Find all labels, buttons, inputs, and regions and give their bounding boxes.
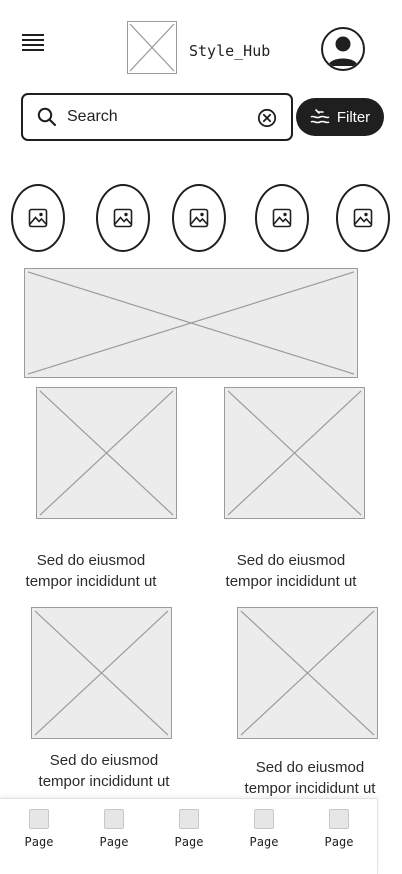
product-caption-line1: Sed do eiusmod bbox=[49, 752, 159, 769]
bottom-navigation: Page Page Page Page Page bbox=[0, 798, 378, 874]
category-item[interactable] bbox=[11, 184, 65, 252]
image-icon bbox=[113, 208, 133, 228]
filter-label: Filter bbox=[336, 108, 371, 126]
product-caption: Sed do eiusmod tempor incididunt ut bbox=[11, 550, 171, 592]
brand-name: Style_Hub bbox=[189, 42, 271, 60]
image-icon bbox=[28, 208, 48, 228]
page-icon bbox=[179, 809, 199, 829]
category-item[interactable] bbox=[336, 184, 390, 252]
image-icon bbox=[189, 208, 209, 228]
product-image[interactable] bbox=[224, 387, 365, 519]
image-icon bbox=[272, 208, 292, 228]
product-image[interactable] bbox=[237, 607, 378, 739]
product-caption: Sed do eiusmod tempor incididunt ut bbox=[211, 550, 371, 592]
search-input[interactable] bbox=[67, 103, 257, 131]
nav-item-label: Page bbox=[324, 835, 354, 849]
filter-button[interactable]: Filter bbox=[296, 98, 384, 136]
product-caption-line2: tempor incididunt ut bbox=[38, 773, 170, 790]
page-icon bbox=[254, 809, 274, 829]
category-item[interactable] bbox=[96, 184, 150, 252]
filter-waves-icon bbox=[310, 109, 330, 124]
nav-item-page-1[interactable]: Page bbox=[14, 809, 64, 849]
nav-item-page-5[interactable]: Page bbox=[314, 809, 364, 849]
nav-item-page-4[interactable]: Page bbox=[239, 809, 289, 849]
category-item[interactable] bbox=[172, 184, 226, 252]
nav-item-label: Page bbox=[174, 835, 204, 849]
user-avatar-icon[interactable] bbox=[321, 27, 365, 71]
category-item[interactable] bbox=[255, 184, 309, 252]
product-image[interactable] bbox=[31, 607, 172, 739]
nav-item-page-2[interactable]: Page bbox=[89, 809, 139, 849]
product-caption-line2: tempor incididunt ut bbox=[225, 573, 357, 590]
nav-item-page-3[interactable]: Page bbox=[164, 809, 214, 849]
banner-image[interactable] bbox=[24, 268, 358, 378]
logo-image bbox=[127, 21, 177, 74]
product-caption: Sed do eiusmod tempor incididunt ut bbox=[24, 750, 184, 792]
product-caption-line1: Sed do eiusmod bbox=[255, 759, 365, 776]
nav-item-label: Page bbox=[24, 835, 54, 849]
product-caption: Sed do eiusmod tempor incididunt ut bbox=[230, 757, 390, 799]
page-icon bbox=[329, 809, 349, 829]
product-image[interactable] bbox=[36, 387, 177, 519]
product-caption-line2: tempor incididunt ut bbox=[25, 573, 157, 590]
page-icon bbox=[104, 809, 124, 829]
page-icon bbox=[29, 809, 49, 829]
product-caption-line2: tempor incididunt ut bbox=[244, 780, 376, 797]
search-bar[interactable] bbox=[21, 93, 293, 141]
product-caption-line1: Sed do eiusmod bbox=[36, 552, 146, 569]
product-caption-line1: Sed do eiusmod bbox=[236, 552, 346, 569]
image-icon bbox=[353, 208, 373, 228]
nav-item-label: Page bbox=[249, 835, 279, 849]
nav-item-label: Page bbox=[99, 835, 129, 849]
search-icon bbox=[37, 107, 57, 127]
clear-circle-icon[interactable] bbox=[257, 108, 277, 128]
hamburger-menu-icon[interactable] bbox=[22, 34, 44, 51]
